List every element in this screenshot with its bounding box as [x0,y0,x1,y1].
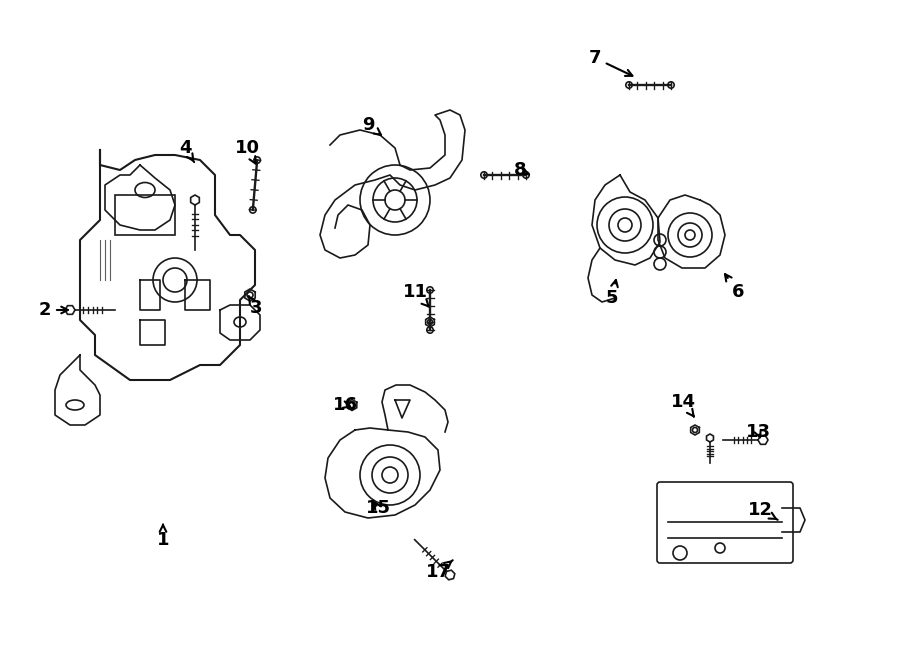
Text: 1: 1 [157,525,169,549]
Text: 13: 13 [745,423,770,441]
Bar [115,195,175,235]
Text: 8: 8 [514,161,529,179]
Text: 12: 12 [748,501,778,520]
Text: 16: 16 [332,396,357,414]
Text: 11: 11 [402,283,428,307]
Text: 10: 10 [235,139,259,164]
Text: 15: 15 [365,499,391,517]
Text: 3: 3 [248,296,262,317]
Text: 14: 14 [670,393,696,416]
Text: 2: 2 [39,301,68,319]
Text: 9: 9 [362,116,381,135]
Text: 7: 7 [589,49,633,76]
Text: 6: 6 [725,274,744,301]
Text: 5: 5 [606,280,618,307]
Text: 4: 4 [179,139,194,162]
Text: 17: 17 [426,560,453,581]
